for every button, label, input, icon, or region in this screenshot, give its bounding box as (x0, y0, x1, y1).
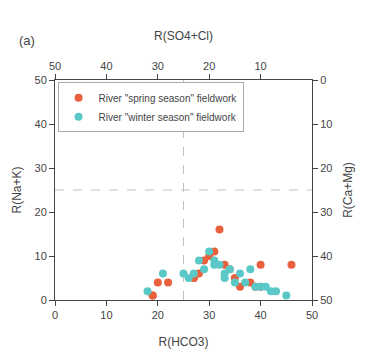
svg-text:R(HCO3): R(HCO3) (159, 335, 209, 349)
svg-text:40: 40 (320, 250, 332, 262)
svg-text:50: 50 (306, 309, 318, 321)
svg-text:River "spring season" fieldwor: River "spring season" fieldwork (99, 93, 238, 104)
svg-text:50: 50 (35, 74, 47, 86)
svg-text:20: 20 (320, 162, 332, 174)
svg-text:R(Ca+Mg): R(Ca+Mg) (341, 162, 355, 218)
svg-text:R(SO4+Cl): R(SO4+Cl) (154, 29, 213, 43)
svg-text:40: 40 (254, 309, 266, 321)
svg-text:10: 10 (320, 118, 332, 130)
svg-text:30: 30 (203, 309, 215, 321)
svg-text:10: 10 (100, 309, 112, 321)
svg-text:20: 20 (35, 206, 47, 218)
svg-text:40: 40 (35, 118, 47, 130)
svg-text:30: 30 (320, 206, 332, 218)
svg-text:0: 0 (41, 294, 47, 306)
svg-text:40: 40 (100, 60, 112, 72)
svg-text:10: 10 (254, 60, 266, 72)
svg-text:River "winter season" fieldwor: River "winter season" fieldwork (99, 112, 237, 123)
svg-text:30: 30 (35, 162, 47, 174)
svg-text:20: 20 (152, 309, 164, 321)
svg-text:50: 50 (320, 294, 332, 306)
svg-text:10: 10 (35, 250, 47, 262)
svg-text:20: 20 (203, 60, 215, 72)
svg-text:0: 0 (52, 309, 58, 321)
svg-text:(a): (a) (19, 33, 35, 48)
svg-text:50: 50 (49, 60, 61, 72)
svg-text:30: 30 (152, 60, 164, 72)
svg-text:0: 0 (320, 74, 326, 86)
svg-text:R(Na+K): R(Na+K) (10, 166, 24, 213)
